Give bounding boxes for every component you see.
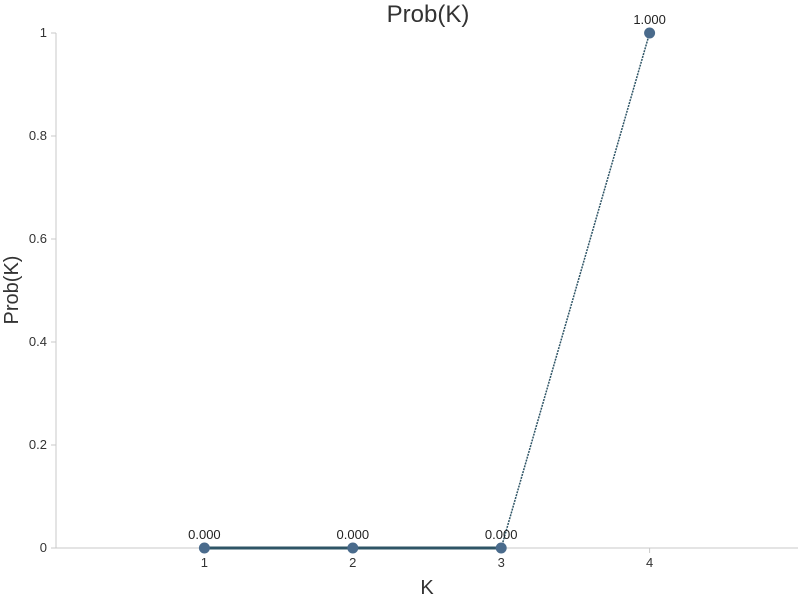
y-tick-label: 1 [40,25,47,40]
data-point[interactable] [644,27,656,39]
data-label: 0.000 [188,527,221,542]
y-tick-label: 0 [40,540,47,555]
data-label: 1.000 [633,12,666,27]
data-point[interactable] [347,542,359,554]
y-tick-label: 0.6 [29,231,47,246]
x-tick-label: 3 [498,555,505,570]
data-point[interactable] [198,542,210,554]
data-labels: 0.000 0.000 0.000 1.000 [188,12,666,542]
data-label: 0.000 [337,527,370,542]
y-tick-label: 0.8 [29,128,47,143]
x-tick-label: 2 [349,555,356,570]
series-layer [198,27,656,554]
data-label: 0.000 [485,527,518,542]
series-line-segment [500,32,651,549]
y-axis-title: Prob(K) [1,256,23,325]
data-point[interactable] [495,542,507,554]
y-tick-label: 0.4 [29,334,47,349]
x-tick-label: 1 [201,555,208,570]
x-tick-label: 4 [646,555,653,570]
axes: 0 0.2 0.4 0.6 0.8 1 1 2 3 4 [29,25,798,570]
chart-title: Prob(K) [387,1,470,28]
y-tick-label: 0.2 [29,437,47,452]
x-axis-title: K [420,577,434,599]
